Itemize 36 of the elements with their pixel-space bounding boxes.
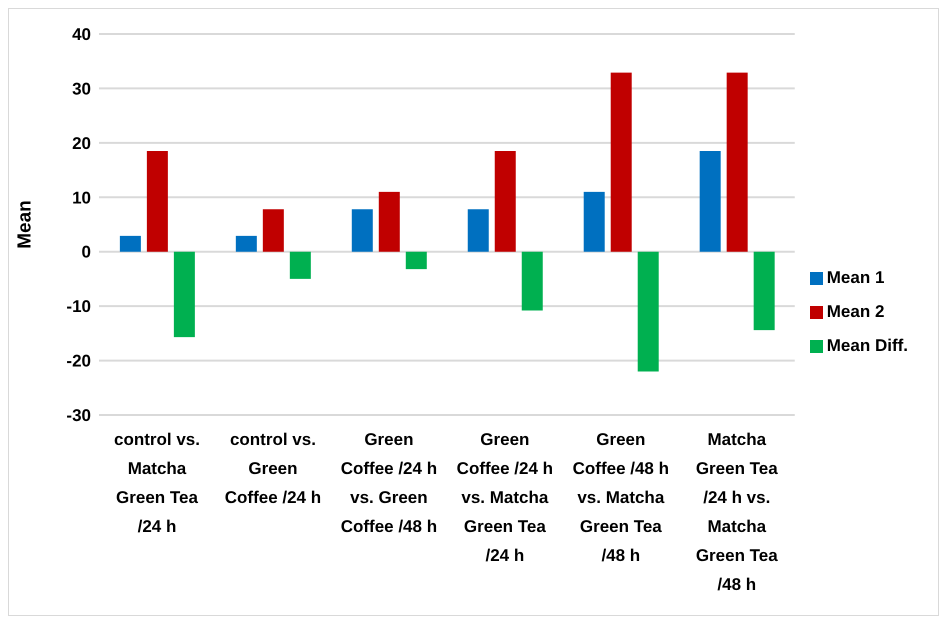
bar <box>146 151 168 252</box>
bar <box>726 72 748 252</box>
y-tick-label: -20 <box>66 352 91 371</box>
bar <box>754 252 775 330</box>
y-tick-label: 0 <box>82 242 91 262</box>
x-tick-label: Matcha Green Tea /24 h vs. Matcha Green Tea /48 h <box>696 430 778 594</box>
x-tick-label: control vs. Matcha Green Tea /24 h <box>114 430 200 536</box>
y-tick-label: -30 <box>66 406 91 426</box>
bar <box>406 252 427 270</box>
bar <box>378 192 400 252</box>
y-tick-label: 30 <box>72 79 91 98</box>
x-tick-label: control vs. Green Coffee /24 h <box>224 430 322 507</box>
x-tick-label: Green Coffee /24 h vs. Matcha Green Tea /24 h <box>456 430 554 565</box>
legend-label: Mean Diff. <box>826 336 908 355</box>
legend-label: Mean 1 <box>826 268 884 287</box>
y-tick-label: 20 <box>72 134 91 153</box>
bar <box>700 151 721 252</box>
x-tick-label: Green Coffee /48 h vs. Matcha Green Tea /48 h <box>572 430 670 565</box>
y-axis-title: Mean <box>14 200 36 249</box>
bar <box>174 252 195 338</box>
y-tick-label: 40 <box>72 25 91 44</box>
x-tick-label: Green Coffee /24 h vs. Green Coffee /48 h <box>340 430 438 536</box>
bar <box>468 209 489 252</box>
bar <box>290 252 311 279</box>
bar <box>352 209 373 252</box>
legend-label: Mean 2 <box>826 302 884 321</box>
bar <box>610 72 632 252</box>
bar <box>638 252 659 372</box>
y-tick-label: -10 <box>66 297 91 316</box>
bar <box>262 209 284 252</box>
bar <box>584 192 605 252</box>
y-tick-label: 10 <box>72 188 91 208</box>
bar <box>494 151 516 252</box>
bar <box>236 236 257 252</box>
bar <box>522 252 543 310</box>
bar <box>120 236 141 252</box>
